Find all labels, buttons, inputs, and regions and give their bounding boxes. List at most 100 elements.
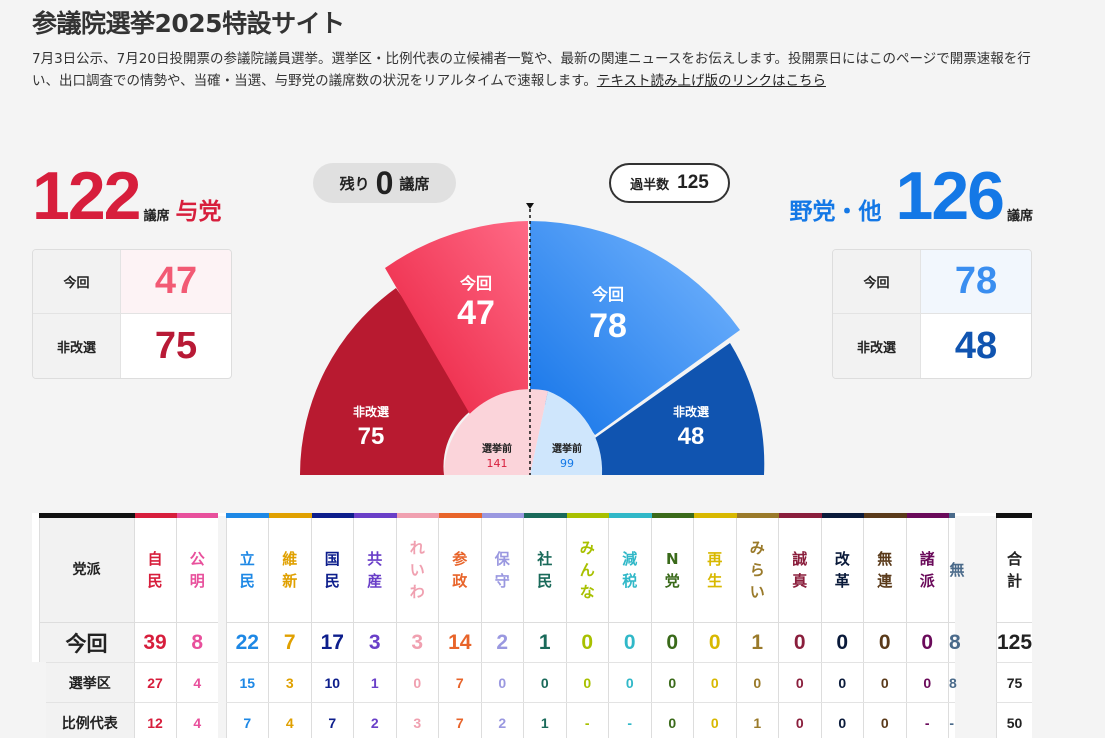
seat-cell: - <box>905 702 949 738</box>
grand-total-cell: 125 <box>996 622 1032 663</box>
arc-opp-non-value: 48 <box>678 423 705 450</box>
opposition-total: 野党・他 126 議席 <box>790 162 1033 230</box>
seat-cell: 0 <box>395 662 439 703</box>
seat-cell: 0 <box>905 662 949 703</box>
seat-cell: 1 <box>523 622 566 663</box>
seat-cell: 0 <box>650 702 694 738</box>
party-header-15: 誠真 <box>778 513 821 623</box>
row-label: 今回 <box>38 622 134 663</box>
seat-cell: 27 <box>133 662 176 703</box>
intro-text: 7月3日公示、7月20日投開票の参議院議員選挙。選挙区・比例代表の立候補者一覧や… <box>32 48 1032 92</box>
seat-cell: 0 <box>820 702 864 738</box>
text-reader-link[interactable]: テキスト読み上げ版のリンクはこちら <box>596 73 826 89</box>
opposition-non-value: 48 <box>954 324 998 367</box>
seat-cell: 8 <box>948 622 961 663</box>
seat-cell: 3 <box>395 702 439 738</box>
seat-cell: 0 <box>735 662 779 703</box>
seat-cell: 3 <box>395 622 439 663</box>
opposition-side-label: 野党・他 <box>789 199 882 225</box>
party-name: N党 <box>664 550 680 590</box>
ruling-non-value: 75 <box>154 324 198 367</box>
seat-cell: 0 <box>905 622 949 663</box>
party-name: 無連 <box>877 550 893 590</box>
party-name: 立民 <box>239 550 255 590</box>
ruling-side-label: 与党 <box>175 199 222 225</box>
party-header-17: 無連 <box>863 513 906 623</box>
arc-ruling-before-value: 141 <box>487 457 508 470</box>
seat-cell: 0 <box>480 662 524 703</box>
opposition-total-value: 126 <box>895 158 1005 234</box>
grand-total-cell: 50 <box>996 702 1032 738</box>
seat-cell: 2 <box>480 622 524 663</box>
ruling-this-value: 47 <box>121 250 231 313</box>
party-name: 参政 <box>452 550 468 590</box>
party-header-13: 再生 <box>693 513 736 623</box>
party-header-12: N党 <box>650 513 694 623</box>
seat-cell: 39 <box>133 622 176 663</box>
party-name: 減税 <box>622 550 638 590</box>
intro-body: 7月3日公示、7月20日投開票の参議院議員選挙。選挙区・比例代表の立候補者一覧や… <box>32 51 1031 89</box>
seat-cell: 7 <box>310 702 354 738</box>
seat-cell: 1 <box>353 662 396 703</box>
seat-cell: 3 <box>353 622 396 663</box>
seat-cell: 0 <box>778 662 821 703</box>
seat-cell: 4 <box>175 662 218 703</box>
seat-cell: 7 <box>268 622 311 663</box>
party-name: 公明 <box>189 550 205 590</box>
arc-ruling-non-label: 非改選 <box>353 404 389 419</box>
party-name: 保守 <box>494 550 510 590</box>
seat-cell: 15 <box>225 662 269 703</box>
party-header-11: 減税 <box>608 513 651 623</box>
total-header-label: 合計 <box>1006 550 1022 590</box>
table-gap <box>954 515 997 623</box>
party-header-14: みらい <box>735 513 779 623</box>
seat-cell: 0 <box>820 662 864 703</box>
total-header: 合計 <box>996 513 1032 623</box>
party-header-label: 党派 <box>38 513 134 623</box>
ruling-total: 122 議席 与党 <box>32 162 221 230</box>
seat-cell: 0 <box>863 662 906 703</box>
table-row: 選挙区 27 4 15 3 10 1 0 7 0 0 0 0 0 0 0 0 0 0 0 8 75 <box>32 662 1032 703</box>
ruling-before-arc <box>444 389 548 475</box>
party-header-16: 改革 <box>820 513 864 623</box>
party-name: 維新 <box>282 550 298 590</box>
opposition-this-label: 今回 <box>833 250 921 313</box>
seat-cell: 0 <box>608 662 651 703</box>
seat-cell: 12 <box>133 702 176 738</box>
seat-cell: 0 <box>693 622 736 663</box>
seat-cell: 7 <box>438 662 481 703</box>
majority-badge: 過半数 125 <box>609 163 730 203</box>
opposition-non-label: 非改選 <box>833 314 921 378</box>
arc-opp-non-label: 非改選 <box>673 404 709 419</box>
seat-cell: 7 <box>438 702 481 738</box>
table-gap <box>954 702 997 738</box>
seat-cell: 10 <box>310 662 354 703</box>
seat-cell: 2 <box>353 702 396 738</box>
row-label: 選挙区 <box>32 662 134 703</box>
party-name: 国民 <box>324 550 340 590</box>
ruling-total-value: 122 <box>32 158 141 234</box>
table-row: 今回 39 8 22 7 17 3 3 14 2 1 0 0 0 0 1 0 0 0 0 8 125 <box>38 622 1032 663</box>
ruling-non-arc <box>300 288 478 475</box>
seat-cell: 0 <box>565 622 609 663</box>
seat-cell: 14 <box>438 622 481 663</box>
row-label: 比例代表 <box>32 702 134 738</box>
party-header-7: 参政 <box>438 513 481 623</box>
opp-this-arc <box>530 221 740 435</box>
arc-ruling-this-value: 47 <box>457 294 495 332</box>
party-name: 共産 <box>367 550 383 590</box>
seat-cell: 8 <box>948 662 957 703</box>
party-header-10: みんな <box>565 513 609 623</box>
seat-cell: 0 <box>693 702 736 738</box>
party-seat-table: 党派 自民 公明 立民 維新 国民 共産 れいわ 参政 保守 社民 みんな 減税 N党 再生 みらい 誠真 改革… <box>32 513 1032 738</box>
seat-cell: 4 <box>175 702 218 738</box>
table-gap <box>954 622 997 663</box>
opp-non-arc <box>595 343 765 475</box>
table-gap <box>954 662 997 703</box>
seat-cell: 4 <box>268 702 311 738</box>
party-name: 社民 <box>537 550 553 590</box>
seat-cell: 0 <box>650 622 694 663</box>
party-header-2: 立民 <box>225 513 269 623</box>
seat-cell: - <box>608 702 651 738</box>
seat-cell: 8 <box>175 622 218 663</box>
